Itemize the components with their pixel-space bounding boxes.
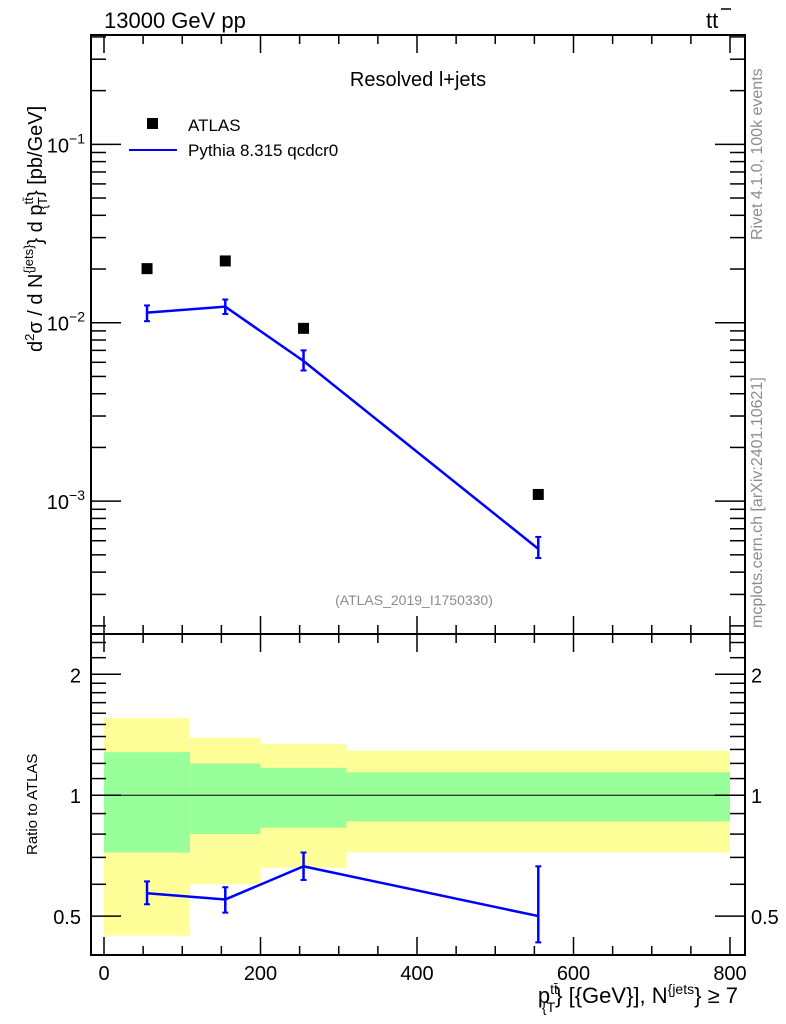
ratio-band-inner [104, 752, 191, 853]
rivet-label: Rivet 4.1.0, 100k events [749, 68, 766, 240]
mcplots-label: mcplots.cern.ch [arXiv:2401.10621] [749, 377, 766, 628]
ratio-y-tick-label-right: 0.5 [751, 907, 779, 929]
x-tick-label: 800 [713, 963, 746, 985]
ratio-panel: 0 200 400 600 800 0.5 0.5 1 1 2 2 [53, 633, 779, 985]
x-tick-label: 200 [244, 963, 277, 985]
ratio-band-inner [346, 772, 730, 822]
x-tick-label: 400 [400, 963, 433, 985]
y-tick-label: 10−1 [47, 130, 85, 157]
ratio-y-tick-label: 2 [70, 665, 81, 687]
legend-marker-atlas [147, 118, 158, 129]
atlas-data-point [141, 263, 153, 275]
analysis-tag: (ATLAS_2019_I1750330) [335, 592, 493, 608]
ratio-band-inner [260, 767, 347, 828]
mc-line [146, 305, 540, 550]
y-tick-label: 10−3 [47, 487, 85, 514]
header-energy: 13000 GeV pp [104, 8, 246, 33]
atlas-data-point [532, 488, 544, 500]
legend-label-mc: Pythia 8.315 qcdcr0 [188, 141, 338, 160]
legend: ATLAS Pythia 8.315 qcdcr0 [129, 116, 338, 160]
x-axis-label: ptt̄ {T} [{GeV}], N{jets} ≥ 7 [538, 981, 738, 1015]
ratio-band-inner [190, 763, 261, 835]
plot-title: Resolved l+jets [350, 69, 486, 91]
ratio-y-tick-label-right: 2 [751, 665, 762, 687]
atlas-data-point [219, 255, 231, 267]
ratio-y-tick-label: 0.5 [53, 907, 81, 929]
header-process-text: tt [706, 8, 718, 33]
ratio-mc-line [146, 865, 539, 918]
atlas-data-point [298, 322, 310, 334]
y-tick-label: 10−2 [47, 309, 85, 336]
ratio-y-tick-label-right: 1 [751, 786, 762, 808]
header-process: tt [706, 8, 718, 33]
x-tick-label: 0 [98, 963, 109, 985]
x-tick-label: 600 [557, 963, 590, 985]
y-axis-label: d2σ / d N{jets}} d ptt̄{T} [pb/GeV] [21, 106, 50, 352]
ratio-y-label: Ratio to ATLAS [24, 754, 41, 855]
legend-label-atlas: ATLAS [188, 116, 241, 135]
ratio-y-tick-label: 1 [70, 786, 81, 808]
